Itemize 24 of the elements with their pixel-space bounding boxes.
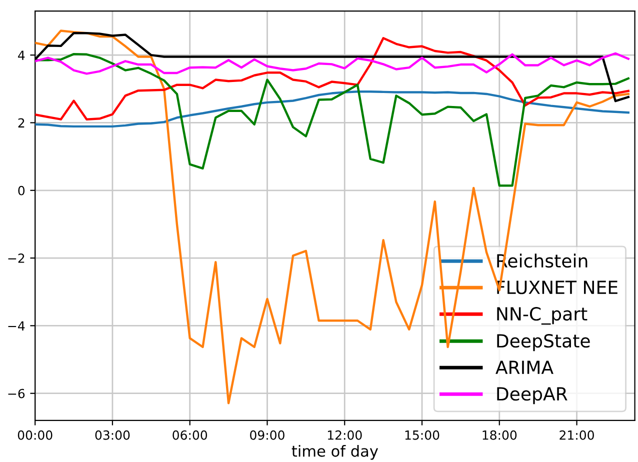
legend-label: DeepAR (497, 387, 568, 404)
x-tick-label: 12:00 (328, 430, 362, 440)
y-tick-label: −6 (8, 388, 25, 398)
x-tick-label: 06:00 (172, 430, 208, 440)
x-tick-label: 09:00 (250, 430, 284, 440)
y-tick-label: −4 (8, 321, 25, 330)
x-axis-title: time of day (292, 445, 378, 460)
x-tick-label: 21:00 (560, 430, 594, 440)
y-tick-label: 2 (18, 118, 24, 128)
line-series (35, 90, 630, 128)
line-series (35, 52, 630, 187)
legend-label: DeepState (497, 334, 590, 352)
line-series (35, 37, 630, 120)
x-tick-label: 03:00 (95, 430, 130, 440)
x-tick-label: 18:00 (482, 430, 517, 440)
x-tick-label: 00:00 (18, 430, 52, 440)
legend-label: NN-C_part (497, 307, 588, 325)
y-tick-label: 4 (18, 50, 25, 60)
line-series (35, 30, 630, 404)
y-tick-label: 0 (18, 186, 25, 196)
y-tick-label: −2 (8, 254, 24, 263)
legend-label: ARIMA (496, 360, 554, 374)
x-tick-label: 15:00 (405, 430, 440, 440)
line-series (35, 52, 630, 75)
